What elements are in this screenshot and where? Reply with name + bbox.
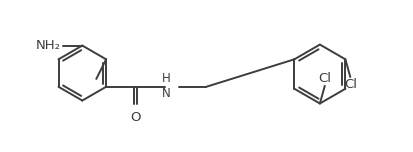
Text: Cl: Cl (344, 78, 357, 91)
Text: O: O (131, 111, 141, 124)
Text: Cl: Cl (318, 72, 331, 85)
Text: NH₂: NH₂ (36, 39, 61, 52)
Text: H
N: H N (161, 72, 171, 100)
